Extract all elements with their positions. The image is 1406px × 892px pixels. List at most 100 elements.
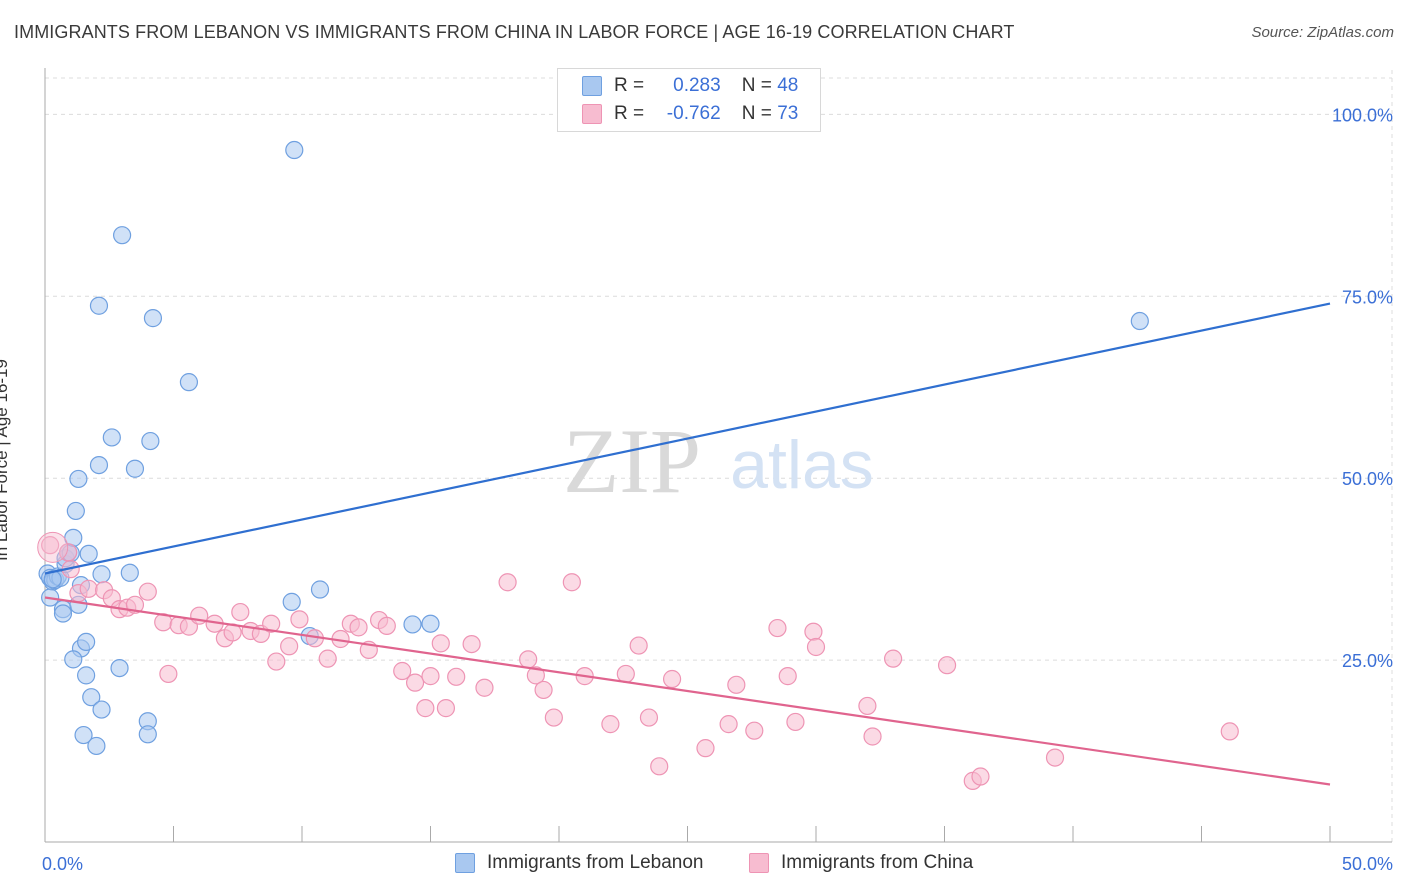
point-china: [436, 699, 456, 718]
point-china: [393, 661, 412, 681]
trend-lines: [44, 302, 1331, 786]
watermark-zip: ZIP: [563, 410, 701, 512]
point-lebanon: [403, 615, 422, 634]
point-lebanon: [141, 431, 160, 451]
point-china: [639, 708, 659, 727]
point-lebanon: [179, 373, 199, 392]
series-china-points: [37, 531, 1239, 790]
point-china: [745, 721, 764, 740]
point-china-cluster: [37, 531, 69, 563]
x-tick-label-max: 50.0%: [1342, 854, 1393, 874]
point-lebanon: [74, 725, 93, 745]
point-china: [262, 614, 281, 633]
point-lebanon: [66, 501, 85, 521]
point-china: [629, 636, 648, 655]
point-lebanon: [143, 309, 163, 328]
point-china: [349, 618, 368, 637]
point-china: [498, 573, 517, 592]
point-china: [231, 602, 250, 622]
legend-r-label: R =: [614, 75, 645, 96]
tick-labels: 25.0% 50.0% 75.0% 100.0% 0.0% 50.0%: [42, 105, 1393, 874]
grid-lines: [45, 70, 1393, 842]
legend-r-value-china: -0.762: [666, 103, 721, 124]
point-china: [562, 573, 581, 592]
point-lebanon: [112, 226, 132, 245]
point-china: [863, 727, 882, 746]
point-china: [462, 634, 481, 654]
point-lebanon: [89, 455, 109, 475]
legend-row-lebanon: R = 0.283 N = 48: [582, 73, 798, 99]
legend-swatch-china: [582, 104, 602, 124]
point-china: [544, 708, 563, 727]
legend-swatch-lebanon: [582, 76, 602, 96]
stats-legend: R = 0.283 N = 48 R = -0.762 N = 73: [557, 68, 821, 132]
point-lebanon: [53, 604, 73, 623]
point-china: [786, 712, 805, 732]
point-lebanon: [77, 666, 96, 685]
point-china: [519, 650, 538, 669]
point-china: [431, 634, 450, 653]
point-china: [526, 666, 545, 685]
point-china: [971, 767, 990, 786]
point-lebanon: [89, 296, 109, 315]
point-china: [41, 536, 60, 555]
point-china: [858, 696, 877, 716]
point-lebanon: [110, 658, 129, 678]
point-china: [601, 715, 620, 734]
point-china: [1220, 722, 1239, 741]
y-tick-label: 100.0%: [1332, 105, 1393, 125]
x-tick-label-min: 0.0%: [42, 854, 83, 874]
point-lebanon: [282, 592, 301, 611]
point-lebanon: [69, 469, 88, 489]
point-china: [719, 715, 738, 734]
point-lebanon: [82, 688, 101, 707]
point-china: [778, 667, 797, 686]
trend-line-china: [44, 596, 1331, 786]
point-lebanon: [87, 736, 106, 756]
y-tick-label: 50.0%: [1342, 469, 1393, 489]
legend-item-lebanon[interactable]: Immigrants from Lebanon: [455, 852, 704, 874]
legend-swatch-china: [749, 853, 769, 873]
series-lebanon-points: [38, 140, 1149, 756]
point-china: [447, 667, 466, 686]
point-china: [421, 667, 440, 686]
series-legend: Immigrants from Lebanon Immigrants from …: [0, 852, 1406, 878]
point-china: [318, 649, 337, 668]
legend-n-label: N =: [741, 103, 772, 124]
point-china: [159, 664, 178, 684]
point-china: [1045, 748, 1065, 767]
point-china: [290, 610, 309, 629]
point-china: [416, 699, 435, 718]
point-china: [696, 739, 715, 758]
point-china: [138, 582, 157, 601]
y-tick-label: 25.0%: [1342, 651, 1393, 671]
watermark-atlas: atlas: [730, 427, 874, 503]
legend-item-china[interactable]: Immigrants from China: [749, 852, 973, 874]
point-china: [534, 680, 553, 700]
point-lebanon: [138, 725, 157, 744]
point-lebanon: [79, 544, 98, 563]
point-lebanon: [92, 700, 111, 719]
point-china: [883, 649, 903, 668]
legend-n-value-china: 73: [777, 103, 799, 124]
point-china: [768, 618, 787, 638]
point-china: [405, 673, 425, 692]
legend-r-value-lebanon: 0.283: [667, 75, 721, 96]
point-china: [377, 616, 396, 635]
point-lebanon: [92, 565, 111, 584]
source-label: Source: ZipAtlas.com: [1251, 24, 1394, 41]
legend-swatch-lebanon: [455, 853, 475, 873]
point-china: [475, 678, 494, 697]
legend-n-label: N =: [741, 75, 772, 96]
chart-title: IMMIGRANTS FROM LEBANON VS IMMIGRANTS FR…: [14, 22, 1015, 42]
legend-n-value-lebanon: 48: [777, 75, 799, 96]
point-lebanon: [102, 428, 121, 447]
point-china: [804, 622, 823, 641]
point-china: [280, 637, 299, 656]
point-lebanon: [310, 580, 330, 599]
trend-line-lebanon: [44, 302, 1331, 575]
point-lebanon: [120, 563, 139, 582]
point-china: [267, 652, 286, 671]
point-china: [662, 669, 682, 689]
